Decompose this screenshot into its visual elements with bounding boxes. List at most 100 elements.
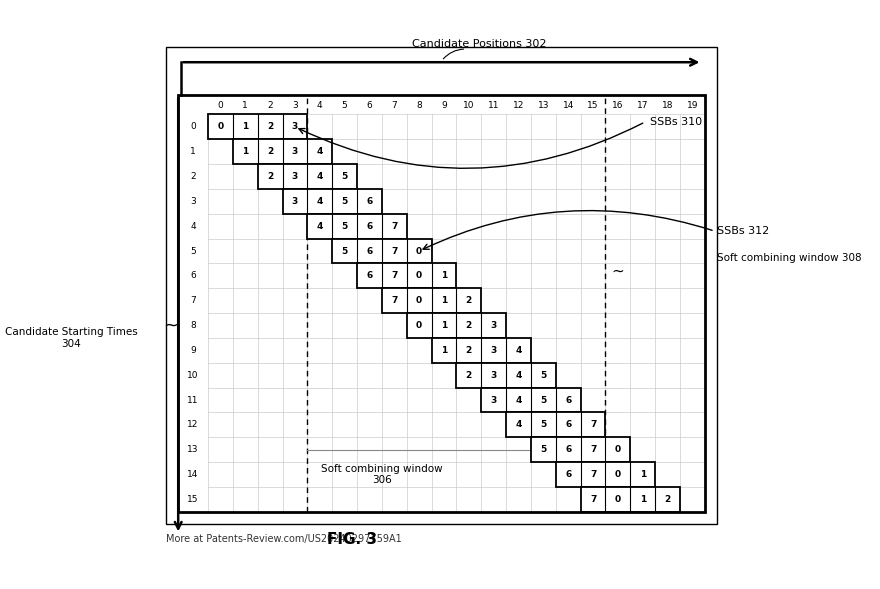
- Text: 3: 3: [292, 123, 298, 131]
- Text: 5: 5: [341, 247, 348, 256]
- Text: 2: 2: [190, 172, 196, 181]
- Text: 7: 7: [590, 495, 597, 504]
- Text: 14: 14: [562, 101, 574, 110]
- Bar: [282, 189, 382, 214]
- Text: 1: 1: [242, 101, 248, 110]
- Text: 2: 2: [268, 101, 273, 110]
- Text: 6: 6: [366, 197, 372, 206]
- Text: 5: 5: [540, 370, 546, 380]
- Text: 11: 11: [488, 101, 500, 110]
- Text: 4: 4: [516, 370, 522, 380]
- Text: 3: 3: [490, 396, 497, 405]
- Text: 5: 5: [540, 445, 546, 454]
- Bar: [208, 114, 307, 139]
- Text: 2: 2: [267, 147, 274, 156]
- Text: 8: 8: [190, 321, 196, 330]
- Bar: [357, 263, 457, 288]
- Text: 2: 2: [267, 172, 274, 181]
- Text: 0: 0: [615, 470, 621, 479]
- Text: 0: 0: [217, 123, 224, 131]
- Text: 6: 6: [565, 421, 571, 429]
- Bar: [258, 164, 357, 189]
- Bar: [481, 388, 581, 412]
- Text: 4: 4: [516, 346, 522, 355]
- Text: 3: 3: [292, 197, 298, 206]
- Text: 1: 1: [441, 346, 447, 355]
- Text: 2: 2: [267, 123, 274, 131]
- Bar: [556, 462, 656, 487]
- Text: 5: 5: [341, 172, 348, 181]
- Text: 15: 15: [187, 495, 199, 504]
- Text: 13: 13: [538, 101, 549, 110]
- Text: 4: 4: [516, 421, 522, 429]
- Bar: [165, 47, 717, 524]
- Text: 2: 2: [466, 370, 472, 380]
- Text: 5: 5: [341, 221, 348, 231]
- Bar: [333, 239, 431, 263]
- Text: SSBs 312: SSBs 312: [717, 226, 769, 236]
- Text: 7: 7: [190, 296, 196, 305]
- Text: 0: 0: [416, 247, 422, 256]
- Text: 3: 3: [292, 147, 298, 156]
- Text: 10: 10: [463, 101, 474, 110]
- Text: ~: ~: [163, 316, 179, 335]
- Text: 1: 1: [441, 296, 447, 305]
- Text: FIG. 3: FIG. 3: [327, 532, 378, 547]
- Text: 4: 4: [317, 147, 323, 156]
- Text: 10: 10: [187, 370, 199, 380]
- Bar: [233, 139, 333, 164]
- Text: 3: 3: [292, 172, 298, 181]
- Text: 8: 8: [416, 101, 422, 110]
- Bar: [506, 412, 605, 438]
- Text: 4: 4: [516, 396, 522, 405]
- Text: 0: 0: [416, 272, 422, 280]
- Text: 7: 7: [391, 221, 398, 231]
- Text: 6: 6: [366, 272, 372, 280]
- Text: 6: 6: [565, 470, 571, 479]
- Text: 4: 4: [190, 221, 196, 231]
- Text: 3: 3: [490, 321, 497, 330]
- Text: 17: 17: [637, 101, 649, 110]
- Text: 6: 6: [367, 101, 372, 110]
- Text: 0: 0: [416, 296, 422, 305]
- Bar: [407, 313, 506, 338]
- Text: 7: 7: [590, 445, 597, 454]
- Text: Candidate Positions 302: Candidate Positions 302: [412, 38, 546, 48]
- Text: 6: 6: [565, 445, 571, 454]
- Text: 1: 1: [640, 470, 646, 479]
- Text: 4: 4: [317, 172, 323, 181]
- Text: Soft combining window
306: Soft combining window 306: [321, 464, 443, 485]
- Text: More at Patents-Review.com/US20240297759A1: More at Patents-Review.com/US20240297759…: [165, 534, 401, 544]
- Bar: [382, 288, 481, 313]
- Text: 5: 5: [540, 396, 546, 405]
- Text: 0: 0: [615, 445, 621, 454]
- Text: ~: ~: [612, 263, 624, 279]
- Text: 3: 3: [490, 370, 497, 380]
- Text: 7: 7: [391, 247, 398, 256]
- Text: 1: 1: [190, 147, 196, 156]
- Text: 6: 6: [565, 396, 571, 405]
- Bar: [457, 363, 556, 388]
- Text: 7: 7: [590, 421, 597, 429]
- Text: 13: 13: [187, 445, 199, 454]
- Text: 4: 4: [317, 101, 323, 110]
- Text: Candidate Starting Times
304: Candidate Starting Times 304: [5, 327, 138, 349]
- Text: 11: 11: [187, 396, 199, 405]
- Text: 3: 3: [490, 346, 497, 355]
- Text: 18: 18: [662, 101, 673, 110]
- Text: 1: 1: [242, 123, 248, 131]
- Text: 1: 1: [640, 495, 646, 504]
- Text: 2: 2: [466, 321, 472, 330]
- Text: 1: 1: [242, 147, 248, 156]
- Text: 6: 6: [366, 247, 372, 256]
- Text: 12: 12: [187, 421, 199, 429]
- Text: 5: 5: [341, 197, 348, 206]
- Text: 16: 16: [612, 101, 624, 110]
- Text: 5: 5: [190, 247, 196, 256]
- Text: 0: 0: [190, 123, 196, 131]
- Bar: [307, 214, 407, 239]
- Text: 15: 15: [587, 101, 598, 110]
- Text: 1: 1: [441, 321, 447, 330]
- Text: 9: 9: [190, 346, 196, 355]
- Text: 5: 5: [540, 421, 546, 429]
